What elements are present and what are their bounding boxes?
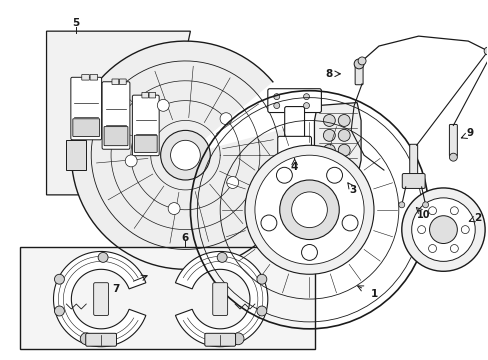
Circle shape bbox=[401, 188, 484, 271]
Text: 9: 9 bbox=[466, 129, 473, 138]
Circle shape bbox=[80, 333, 92, 345]
FancyBboxPatch shape bbox=[409, 144, 417, 181]
FancyBboxPatch shape bbox=[112, 79, 119, 85]
Circle shape bbox=[273, 103, 279, 109]
Text: 3: 3 bbox=[349, 185, 356, 195]
Circle shape bbox=[98, 252, 108, 262]
Polygon shape bbox=[175, 251, 267, 347]
FancyBboxPatch shape bbox=[94, 283, 108, 315]
Circle shape bbox=[232, 333, 244, 345]
FancyBboxPatch shape bbox=[354, 63, 362, 85]
Circle shape bbox=[125, 155, 137, 167]
Circle shape bbox=[427, 207, 436, 215]
Circle shape bbox=[353, 59, 364, 69]
FancyBboxPatch shape bbox=[448, 125, 456, 156]
Circle shape bbox=[326, 167, 342, 183]
Circle shape bbox=[244, 145, 373, 274]
Text: 1: 1 bbox=[369, 289, 377, 299]
FancyBboxPatch shape bbox=[90, 75, 98, 80]
Text: 4: 4 bbox=[290, 162, 298, 172]
Polygon shape bbox=[71, 41, 299, 269]
Circle shape bbox=[217, 252, 226, 262]
FancyBboxPatch shape bbox=[277, 136, 311, 155]
Circle shape bbox=[411, 198, 474, 261]
Circle shape bbox=[254, 155, 364, 264]
Polygon shape bbox=[46, 31, 190, 195]
Circle shape bbox=[273, 94, 279, 100]
Circle shape bbox=[170, 140, 200, 170]
Circle shape bbox=[323, 129, 335, 141]
Circle shape bbox=[398, 202, 404, 208]
Circle shape bbox=[323, 114, 335, 126]
Circle shape bbox=[422, 202, 427, 208]
Circle shape bbox=[303, 94, 309, 100]
Text: 8: 8 bbox=[325, 69, 332, 79]
FancyBboxPatch shape bbox=[71, 77, 102, 140]
FancyBboxPatch shape bbox=[134, 135, 157, 152]
Circle shape bbox=[168, 203, 180, 215]
Circle shape bbox=[357, 57, 366, 65]
Circle shape bbox=[338, 129, 349, 141]
Circle shape bbox=[417, 226, 425, 234]
Circle shape bbox=[276, 167, 292, 183]
Circle shape bbox=[460, 226, 468, 234]
FancyBboxPatch shape bbox=[104, 127, 128, 146]
Circle shape bbox=[428, 216, 456, 243]
Polygon shape bbox=[53, 251, 145, 347]
Circle shape bbox=[226, 176, 238, 188]
FancyBboxPatch shape bbox=[85, 333, 116, 346]
Circle shape bbox=[338, 144, 349, 156]
Circle shape bbox=[449, 207, 457, 215]
Text: 5: 5 bbox=[73, 18, 80, 28]
Circle shape bbox=[338, 159, 349, 171]
Circle shape bbox=[301, 244, 317, 260]
Circle shape bbox=[338, 114, 349, 126]
Circle shape bbox=[54, 306, 64, 316]
FancyBboxPatch shape bbox=[81, 75, 89, 80]
Circle shape bbox=[483, 47, 488, 55]
FancyBboxPatch shape bbox=[149, 93, 155, 98]
FancyBboxPatch shape bbox=[73, 119, 100, 136]
Circle shape bbox=[427, 244, 436, 252]
FancyBboxPatch shape bbox=[20, 247, 315, 349]
FancyBboxPatch shape bbox=[267, 89, 321, 113]
FancyBboxPatch shape bbox=[132, 95, 159, 156]
Text: 6: 6 bbox=[182, 233, 189, 243]
Circle shape bbox=[291, 192, 326, 228]
Polygon shape bbox=[66, 140, 86, 170]
FancyBboxPatch shape bbox=[212, 283, 227, 315]
Text: 10: 10 bbox=[416, 210, 429, 220]
Circle shape bbox=[279, 180, 339, 239]
Circle shape bbox=[323, 144, 335, 156]
Circle shape bbox=[323, 159, 335, 171]
Circle shape bbox=[54, 274, 64, 284]
FancyBboxPatch shape bbox=[119, 79, 126, 85]
Circle shape bbox=[303, 103, 309, 109]
Circle shape bbox=[161, 130, 210, 180]
Circle shape bbox=[449, 244, 457, 252]
Text: 2: 2 bbox=[473, 213, 481, 223]
Circle shape bbox=[256, 274, 266, 284]
FancyBboxPatch shape bbox=[142, 93, 148, 98]
FancyBboxPatch shape bbox=[402, 174, 424, 188]
Circle shape bbox=[261, 215, 276, 231]
Circle shape bbox=[256, 306, 266, 316]
Circle shape bbox=[342, 215, 357, 231]
FancyBboxPatch shape bbox=[284, 107, 304, 145]
Circle shape bbox=[448, 153, 456, 161]
Circle shape bbox=[220, 113, 231, 125]
Text: 7: 7 bbox=[112, 284, 120, 294]
FancyBboxPatch shape bbox=[204, 333, 235, 346]
Circle shape bbox=[157, 99, 169, 111]
Polygon shape bbox=[314, 103, 360, 178]
FancyBboxPatch shape bbox=[102, 82, 130, 149]
